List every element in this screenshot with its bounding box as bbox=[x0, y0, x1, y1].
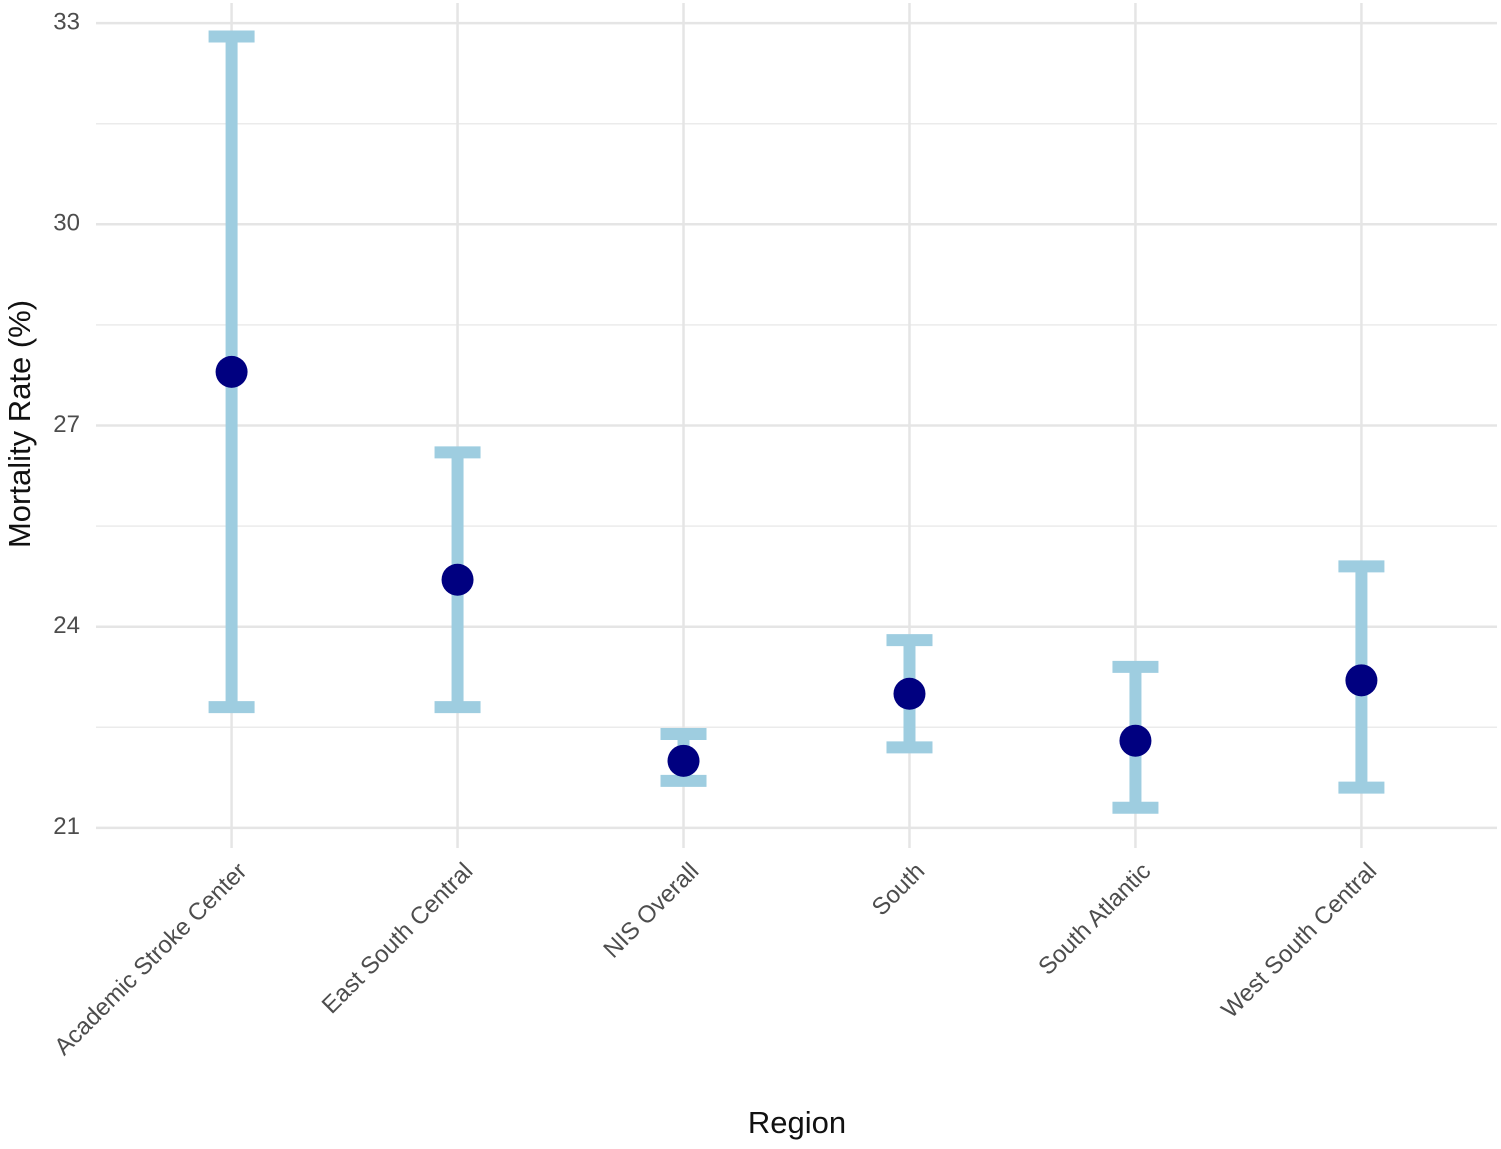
x-tick-label: West South Central bbox=[1216, 858, 1382, 1024]
y-axis-title: Mortality Rate (%) bbox=[2, 300, 37, 548]
x-tick-label: South bbox=[867, 858, 930, 921]
x-tick-label: East South Central bbox=[317, 858, 479, 1020]
x-axis-title: Region bbox=[748, 1105, 846, 1140]
x-tick-label: NIS Overall bbox=[598, 858, 704, 964]
y-tick-label: 33 bbox=[53, 8, 80, 35]
point bbox=[1345, 664, 1378, 697]
y-tick-label: 27 bbox=[53, 411, 80, 438]
x-tick-label: South Atlantic bbox=[1033, 858, 1156, 981]
point bbox=[893, 677, 926, 710]
point bbox=[1119, 724, 1152, 757]
point bbox=[667, 744, 700, 777]
y-tick-label: 30 bbox=[53, 210, 80, 237]
point bbox=[441, 563, 474, 596]
y-tick-label: 21 bbox=[53, 813, 80, 840]
y-tick-label: 24 bbox=[53, 612, 80, 639]
point bbox=[215, 355, 248, 388]
x-tick-label: Academic Stroke Center bbox=[49, 858, 252, 1061]
